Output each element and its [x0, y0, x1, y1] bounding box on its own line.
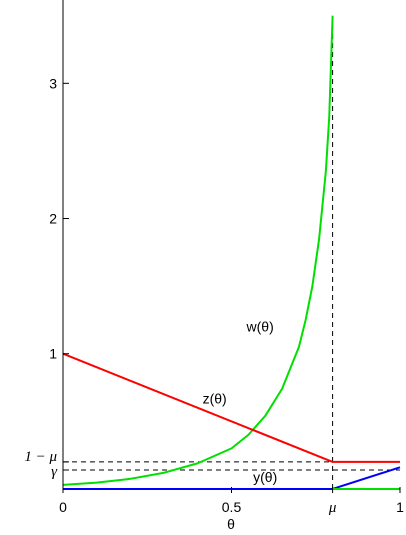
curve-label-1: z(θ) [203, 390, 227, 406]
reference-lines [63, 15, 400, 489]
y-tick-label-3: 2 [49, 211, 57, 227]
y-tick-label-0: 1 − μ [24, 449, 57, 465]
x-tick-label-2: μ [328, 500, 337, 516]
series-line-z [62, 352, 400, 463]
series-lines [62, 15, 401, 490]
x-tick-label-0: 0 [59, 499, 67, 515]
tick-labels: 0 0.5 μ 1 1 − μγ 1 2 3 [24, 75, 404, 516]
ticks [62, 82, 401, 493]
annotations: w(θ) z(θ) y(θ) [203, 319, 278, 485]
series-line-y [63, 466, 401, 490]
y-tick-label-1: γ [51, 464, 58, 480]
y-tick-label-4: 3 [49, 75, 57, 91]
x-tick-label-3: 1 [396, 499, 404, 515]
curve-label-0: w(θ) [246, 319, 274, 335]
x-tick-label-1: 0.5 [222, 499, 242, 515]
series-line-w [62, 15, 334, 486]
curve-label-2: y(θ) [253, 469, 277, 485]
x-axis-label: θ [227, 516, 235, 532]
y-tick-label-2: 1 [49, 346, 57, 362]
